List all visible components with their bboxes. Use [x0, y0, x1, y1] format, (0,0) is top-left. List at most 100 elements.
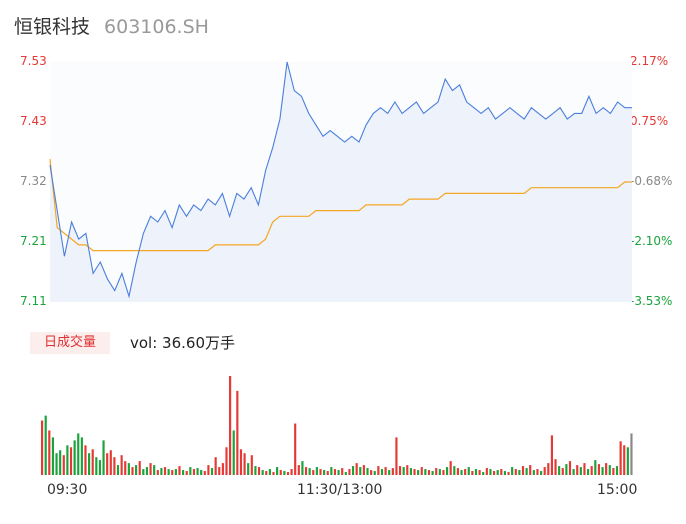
volume-bar — [247, 463, 250, 475]
volume-bar — [341, 468, 344, 475]
volume-bar — [615, 466, 619, 475]
volume-bar — [464, 469, 467, 475]
volume-bar — [370, 470, 373, 475]
volume-bar — [442, 470, 445, 475]
volume-bar — [315, 467, 318, 475]
volume-bar — [503, 471, 506, 475]
volume-bar — [239, 449, 243, 475]
volume-bar — [626, 447, 629, 475]
volume-bar — [102, 440, 105, 475]
volume-bar — [153, 465, 156, 475]
volume-bar — [265, 471, 268, 475]
volume-bar — [355, 463, 358, 475]
volume-bar — [583, 463, 586, 475]
stock-header: 恒银科技 603106.SH — [14, 12, 209, 40]
volume-bar — [156, 470, 159, 475]
volume-bar — [539, 471, 543, 475]
volume-bar — [586, 469, 590, 475]
volume-bar — [48, 430, 51, 475]
volume-bar — [261, 470, 264, 475]
volume-bar — [579, 467, 582, 475]
volume-tag[interactable]: 日成交量 — [30, 332, 110, 354]
volume-bar — [308, 468, 311, 475]
volume-bar — [294, 423, 297, 475]
volume-bar — [449, 461, 452, 475]
volume-bars — [41, 376, 633, 475]
volume-bar — [44, 415, 47, 475]
volume-bar — [608, 465, 611, 475]
volume-bar — [590, 466, 593, 475]
volume-bar — [630, 433, 633, 475]
volume-bar — [55, 453, 58, 475]
volume-bar — [489, 469, 492, 475]
stock-code: 603106.SH — [104, 16, 209, 38]
volume-bar — [225, 447, 228, 475]
volume-bar — [91, 449, 94, 475]
volume-bar — [507, 472, 510, 475]
volume-bar — [377, 466, 380, 475]
volume-bar — [200, 470, 203, 475]
volume-bar — [348, 469, 351, 475]
volume-bar — [286, 472, 290, 475]
volume-bar — [189, 467, 192, 475]
volume-bar — [221, 463, 224, 475]
volume-bar — [543, 467, 546, 475]
volume-bar — [268, 469, 271, 475]
volume-bar — [536, 469, 539, 475]
volume-bar — [413, 469, 416, 475]
volume-bar — [106, 453, 109, 475]
volume-bar — [69, 447, 73, 475]
volume-bar — [254, 466, 257, 475]
volume-bar — [330, 467, 333, 475]
volume-bar — [304, 467, 308, 475]
volume-bar — [496, 470, 499, 475]
volume-bar — [398, 466, 402, 475]
volume-bar — [77, 433, 80, 475]
volume-bar — [145, 467, 149, 475]
volume-bar — [203, 471, 206, 475]
volume-bar — [456, 468, 459, 475]
volume-bar — [409, 468, 412, 475]
volume-bar — [131, 467, 134, 475]
volume-bar — [73, 440, 76, 475]
volume-bar — [109, 450, 112, 475]
volume-bar — [323, 470, 326, 475]
volume-bar — [402, 467, 405, 475]
volume-bar — [388, 470, 391, 475]
volume-bar — [171, 470, 174, 475]
volume-bar — [236, 390, 239, 475]
volume-bar — [116, 465, 120, 475]
volume-bar — [478, 470, 481, 475]
volume-bar — [80, 437, 83, 475]
volume-bar — [366, 468, 369, 475]
volume-bar — [192, 469, 196, 475]
volume-bar — [312, 470, 315, 475]
volume-bar — [344, 472, 347, 475]
volume-bar — [424, 469, 427, 475]
volume-bar — [561, 468, 564, 475]
volume-bar — [395, 437, 398, 475]
volume-bar — [62, 455, 65, 475]
volume-bar — [218, 467, 221, 475]
volume-bar — [301, 461, 304, 475]
volume-readout: vol: 36.60万手 — [130, 334, 235, 352]
volume-bar — [492, 471, 496, 475]
volume-bar — [572, 469, 575, 475]
volume-bar — [431, 471, 434, 475]
volume-bar — [612, 468, 615, 475]
volume-bar — [276, 467, 279, 475]
volume-bar — [568, 461, 572, 475]
volume-bar — [243, 453, 246, 475]
volume-bar — [185, 471, 188, 475]
volume-bar — [420, 467, 423, 475]
volume-bar — [84, 445, 87, 475]
volume-bar — [532, 470, 535, 475]
y-right-tick: -3.53% — [630, 294, 673, 308]
volume-bar — [474, 469, 478, 475]
volume-bar — [485, 468, 488, 475]
volume-bar — [435, 468, 438, 475]
volume-bar — [438, 469, 441, 475]
volume-bar — [500, 469, 503, 475]
volume-bar — [279, 470, 282, 475]
